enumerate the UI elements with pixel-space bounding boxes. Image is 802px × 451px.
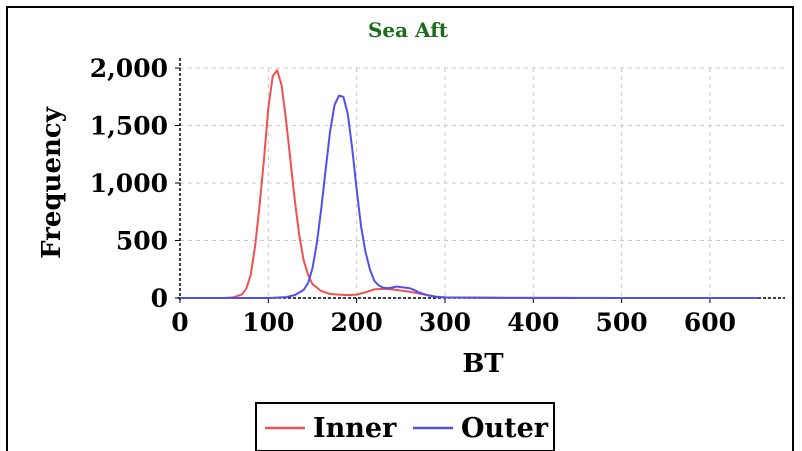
x-tick-label: 0	[171, 308, 188, 337]
y-tick-label: 500	[116, 227, 168, 256]
chart-frame	[6, 6, 794, 451]
series-line-inner	[180, 69, 759, 299]
y-ticks: 0 500 1,000 1,500 2,000	[90, 54, 180, 313]
legend-box	[255, 402, 555, 451]
y-tick-label: 2,000	[90, 54, 168, 83]
y-tick-label: 1,000	[90, 169, 168, 198]
legend: Inner Outer	[255, 402, 555, 451]
series-line-outer	[180, 94, 759, 299]
x-tick-label: 100	[242, 308, 294, 337]
legend-label-outer: Outer	[461, 413, 549, 444]
y-tick-label: 0	[151, 284, 168, 313]
x-tick-label: 600	[684, 308, 736, 337]
x-ticks: 0 100 200 300 400 500 600	[171, 298, 736, 337]
chart-title: Sea Aft	[368, 18, 449, 42]
x-tick-label: 200	[331, 308, 383, 337]
x-tick-label: 500	[596, 308, 648, 337]
x-axis-label: BT	[462, 349, 504, 379]
legend-label-inner: Inner	[313, 413, 397, 444]
y-tick-label: 1,500	[90, 112, 168, 141]
series-lines	[180, 69, 759, 299]
axes	[178, 58, 785, 300]
x-tick-label: 400	[507, 308, 559, 337]
y-axis-label: Frequency	[37, 106, 67, 259]
x-tick-label: 300	[419, 308, 471, 337]
grid	[180, 67, 785, 299]
